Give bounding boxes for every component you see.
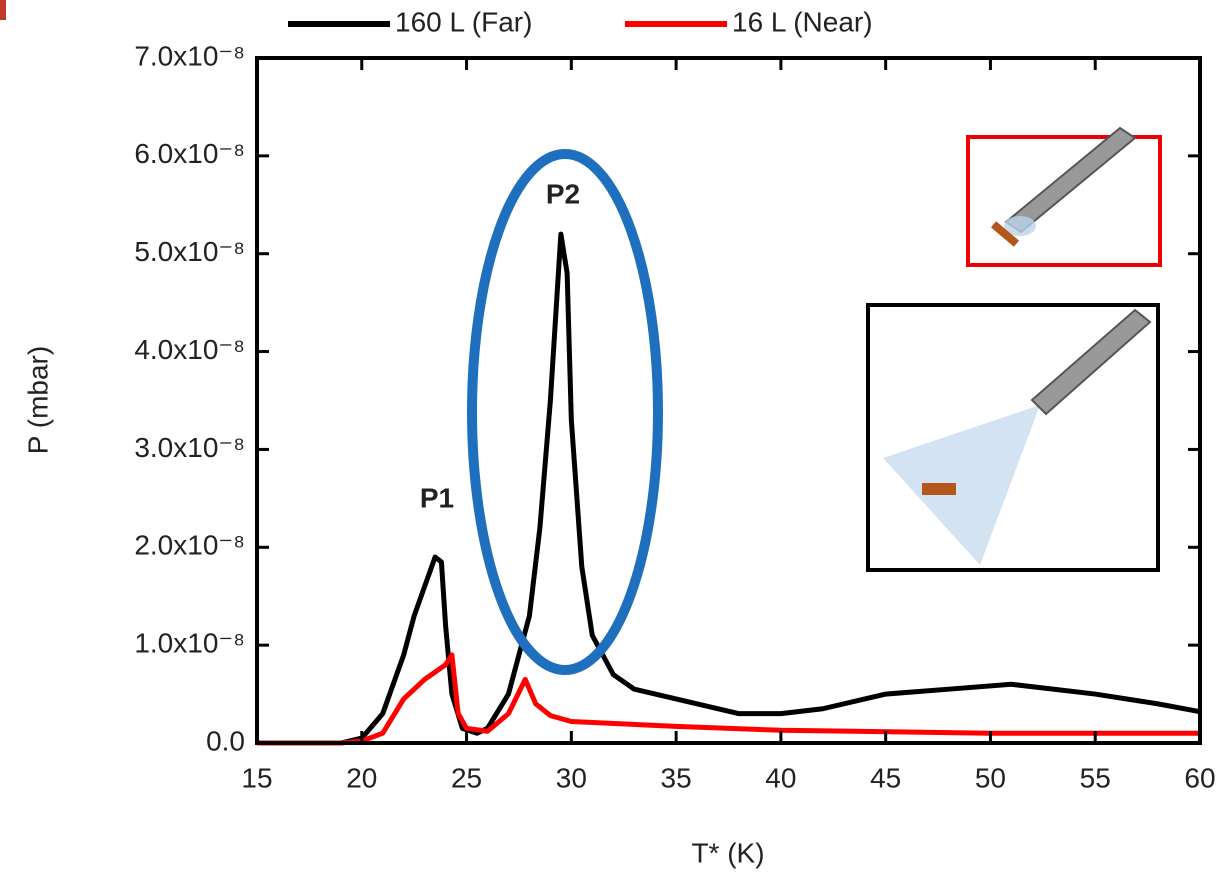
x-tick-label: 45	[870, 762, 901, 793]
y-tick-label: 4.0x10⁻⁸	[134, 334, 245, 365]
legend-label: 160 L (Far)	[395, 6, 532, 37]
annotation: P2	[546, 178, 580, 209]
x-tick-label: 15	[241, 762, 272, 793]
x-tick-label: 50	[975, 762, 1006, 793]
x-tick-label: 35	[661, 762, 692, 793]
y-tick-label: 0.0	[206, 725, 245, 756]
x-tick-label: 20	[346, 762, 377, 793]
x-tick-label: 30	[556, 762, 587, 793]
series-line	[257, 652, 1200, 746]
x-tick-label: 55	[1080, 762, 1111, 793]
legend-label: 16 L (Near)	[732, 6, 873, 37]
x-tick-label: 60	[1184, 762, 1215, 793]
y-tick-label: 5.0x10⁻⁸	[134, 236, 245, 267]
y-tick-label: 2.0x10⁻⁸	[134, 530, 245, 561]
plot-frame	[255, 56, 1202, 745]
y-axis-label: P (mbar)	[22, 346, 53, 454]
y-tick-label: 7.0x10⁻⁸	[134, 40, 245, 71]
x-tick-label: 25	[451, 762, 482, 793]
y-tick-label: 6.0x10⁻⁸	[134, 138, 245, 169]
inset-far	[866, 303, 1160, 572]
x-axis-label: T* (K)	[691, 837, 764, 868]
annotation: P1	[420, 482, 454, 513]
y-tick-label: 1.0x10⁻⁸	[134, 628, 245, 659]
corner-mark	[0, 0, 6, 20]
y-tick-label: 3.0x10⁻⁸	[134, 432, 245, 463]
highlight-ellipse	[467, 149, 663, 675]
x-tick-label: 40	[765, 762, 796, 793]
inset-near	[966, 126, 1162, 267]
series-line	[257, 231, 1201, 746]
